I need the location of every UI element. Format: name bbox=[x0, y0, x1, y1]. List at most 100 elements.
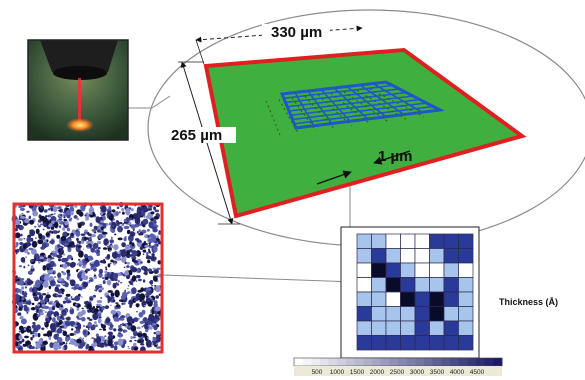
speckle bbox=[15, 305, 18, 308]
speckle bbox=[14, 219, 20, 226]
speckle bbox=[130, 224, 136, 229]
speckle bbox=[15, 242, 19, 246]
speckle bbox=[19, 338, 22, 340]
speckle bbox=[80, 284, 83, 287]
speckle bbox=[124, 270, 129, 276]
speckle bbox=[28, 215, 32, 220]
speckle bbox=[138, 229, 141, 233]
thickness-cell bbox=[400, 277, 416, 293]
speckle bbox=[83, 231, 88, 235]
speckle bbox=[123, 266, 126, 268]
speckle bbox=[84, 271, 86, 274]
speckle bbox=[102, 336, 105, 340]
speckle bbox=[45, 294, 51, 299]
speckle bbox=[146, 254, 149, 256]
speckle bbox=[34, 257, 37, 260]
speckle bbox=[30, 267, 35, 272]
speckle bbox=[124, 251, 126, 253]
speckle bbox=[45, 215, 48, 218]
speckle bbox=[28, 247, 34, 251]
speckle bbox=[16, 336, 19, 339]
speckle bbox=[81, 307, 84, 310]
speckle bbox=[109, 324, 114, 328]
speckle bbox=[120, 249, 127, 258]
speckle bbox=[41, 327, 45, 330]
speckle bbox=[109, 304, 112, 306]
speckle bbox=[53, 342, 59, 351]
thickness-cell bbox=[429, 248, 445, 264]
speckle bbox=[97, 318, 102, 324]
speckle bbox=[91, 228, 97, 232]
thickness-cell bbox=[414, 306, 430, 322]
speckle bbox=[156, 235, 159, 239]
speckle bbox=[93, 276, 98, 279]
speckle bbox=[145, 297, 151, 302]
speckle bbox=[114, 289, 120, 298]
speckle bbox=[150, 255, 156, 262]
speckle bbox=[88, 279, 92, 282]
speckle bbox=[130, 325, 137, 332]
speckle bbox=[113, 316, 118, 322]
width-dimension: 330 µm bbox=[195, 24, 363, 65]
speckle bbox=[121, 256, 127, 263]
speckle bbox=[119, 318, 125, 321]
speckle bbox=[156, 244, 159, 247]
speckle bbox=[81, 316, 86, 322]
speckle bbox=[91, 337, 94, 339]
speckle bbox=[148, 325, 152, 329]
speckle bbox=[62, 263, 68, 269]
speckle bbox=[122, 324, 126, 326]
speckle bbox=[146, 320, 153, 325]
speckle bbox=[143, 306, 145, 308]
thickness-cell bbox=[443, 233, 459, 249]
colorbar-step bbox=[415, 358, 425, 366]
speckle bbox=[56, 254, 63, 259]
speckle bbox=[35, 228, 40, 235]
speckle bbox=[26, 210, 30, 213]
speckle bbox=[53, 311, 60, 318]
speckle bbox=[129, 231, 135, 237]
speckle bbox=[109, 262, 112, 264]
colorbar-step bbox=[302, 358, 312, 366]
speckle bbox=[100, 297, 103, 299]
speckle bbox=[98, 289, 103, 293]
speckle bbox=[25, 341, 27, 343]
speckle bbox=[129, 340, 133, 343]
speckle bbox=[70, 261, 76, 267]
speckle bbox=[106, 305, 109, 308]
speckle bbox=[144, 244, 150, 248]
speckle bbox=[84, 212, 90, 220]
speckle bbox=[127, 285, 130, 287]
speckle bbox=[30, 265, 34, 269]
speckle bbox=[95, 324, 98, 328]
speckle bbox=[97, 247, 101, 250]
speckle bbox=[101, 231, 108, 235]
speckle bbox=[89, 297, 93, 301]
speckle bbox=[112, 282, 117, 289]
speckle bbox=[21, 298, 25, 301]
speckle bbox=[156, 267, 161, 270]
speckle bbox=[79, 277, 83, 282]
speckle bbox=[84, 305, 86, 307]
speckle bbox=[148, 242, 151, 245]
speckle bbox=[20, 318, 27, 325]
height-dimension: 265 µm bbox=[168, 61, 240, 225]
speckle bbox=[88, 240, 94, 244]
speckle bbox=[40, 206, 44, 209]
speckle bbox=[69, 235, 74, 238]
speckle bbox=[130, 254, 133, 257]
speckle bbox=[70, 217, 73, 220]
grid-line bbox=[290, 98, 420, 117]
speckle bbox=[116, 304, 120, 308]
speckle bbox=[131, 287, 137, 295]
speckle bbox=[94, 342, 98, 347]
speckle bbox=[136, 326, 141, 330]
colorbar-step bbox=[398, 358, 408, 366]
speckle bbox=[126, 229, 131, 235]
speckle bbox=[36, 314, 40, 318]
speckle bbox=[137, 240, 142, 243]
speckle bbox=[113, 262, 116, 266]
speckle bbox=[111, 296, 115, 299]
speckle bbox=[158, 230, 161, 232]
speckle bbox=[116, 206, 120, 210]
